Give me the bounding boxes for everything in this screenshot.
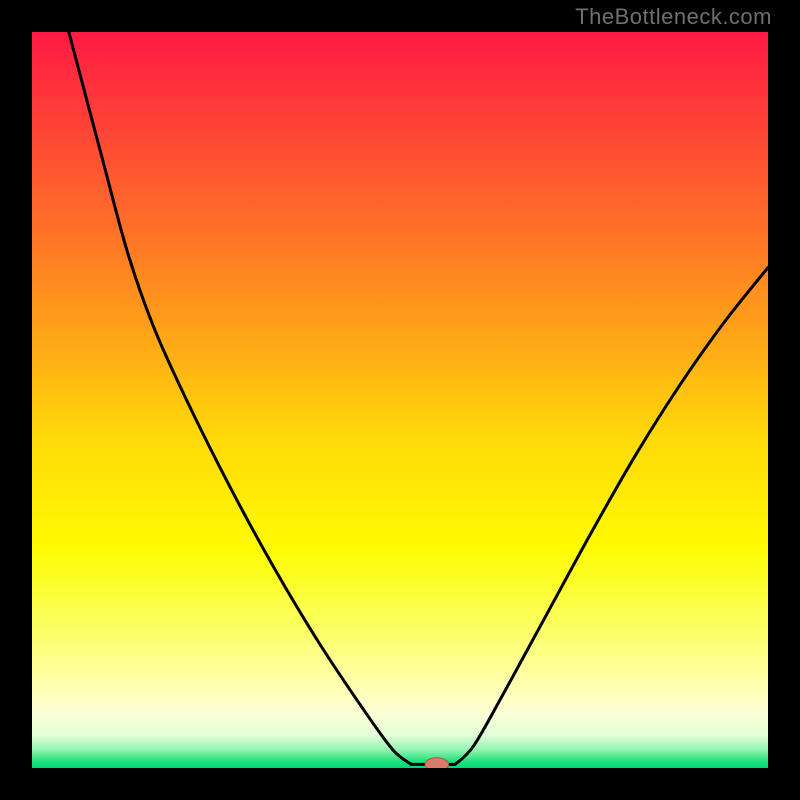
bottleneck-chart [0,0,800,800]
chart-frame: TheBottleneck.com [0,0,800,800]
watermark-text: TheBottleneck.com [575,4,772,30]
plot-background [32,32,768,768]
